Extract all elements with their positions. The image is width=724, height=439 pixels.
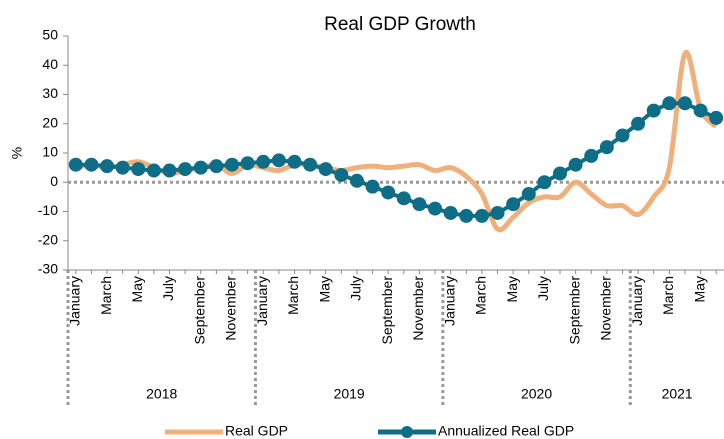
legend-marker bbox=[401, 426, 413, 438]
x-tick-label: July bbox=[348, 276, 364, 301]
point bbox=[68, 157, 83, 172]
legend-label: Annualized Real GDP bbox=[438, 423, 574, 439]
x-tick-label: January bbox=[67, 276, 83, 326]
point bbox=[631, 116, 646, 131]
point bbox=[490, 205, 505, 220]
point bbox=[412, 197, 427, 212]
x-tick-label: May bbox=[691, 276, 707, 302]
x-tick-label: May bbox=[129, 276, 145, 302]
y-tick-label: 40 bbox=[42, 56, 58, 72]
point bbox=[303, 157, 318, 172]
y-tick-label: -10 bbox=[38, 202, 58, 218]
point bbox=[334, 167, 349, 182]
legend-label: Real GDP bbox=[225, 423, 288, 439]
point bbox=[474, 208, 489, 223]
year-label: 2021 bbox=[662, 386, 693, 402]
year-label: 2018 bbox=[146, 386, 177, 402]
point bbox=[506, 197, 521, 212]
x-tick-label: November bbox=[410, 276, 426, 341]
x-tick-label: July bbox=[535, 276, 551, 301]
point bbox=[381, 185, 396, 200]
point bbox=[131, 162, 146, 177]
y-tick-label: -30 bbox=[38, 261, 58, 277]
year-label: 2020 bbox=[521, 386, 552, 402]
point bbox=[349, 173, 364, 188]
point bbox=[646, 103, 661, 118]
y-tick-label: 30 bbox=[42, 85, 58, 101]
point bbox=[100, 159, 115, 174]
point bbox=[662, 96, 677, 111]
point bbox=[162, 163, 177, 178]
point bbox=[287, 154, 302, 169]
series-line bbox=[75, 101, 718, 218]
point bbox=[396, 191, 411, 206]
point bbox=[677, 96, 692, 111]
x-tick-label: September bbox=[379, 276, 395, 345]
point bbox=[568, 157, 583, 172]
x-tick-label: January bbox=[629, 276, 645, 326]
point bbox=[209, 159, 224, 174]
x-tick-label: March bbox=[98, 276, 114, 315]
y-axis-label: % bbox=[9, 147, 25, 159]
x-tick-label: March bbox=[660, 276, 676, 315]
x-tick-label: March bbox=[473, 276, 489, 315]
y-tick-label: 20 bbox=[42, 114, 58, 130]
x-tick-label: November bbox=[223, 276, 239, 341]
point bbox=[599, 140, 614, 155]
point bbox=[256, 154, 271, 169]
x-tick-label: January bbox=[441, 276, 457, 326]
x-tick-label: September bbox=[566, 276, 582, 345]
x-tick-label: September bbox=[191, 276, 207, 345]
point bbox=[521, 186, 536, 201]
x-tick-label: March bbox=[285, 276, 301, 315]
point bbox=[271, 153, 286, 168]
y-tick-label: 50 bbox=[42, 27, 58, 43]
point bbox=[84, 157, 99, 172]
point bbox=[240, 156, 255, 171]
point bbox=[615, 128, 630, 143]
x-tick-label: January bbox=[254, 276, 270, 326]
point bbox=[459, 208, 474, 223]
chart-title: Real GDP Growth bbox=[324, 14, 476, 35]
x-tick-label: May bbox=[504, 276, 520, 302]
point bbox=[318, 162, 333, 177]
point bbox=[584, 148, 599, 163]
year-label: 2019 bbox=[334, 386, 365, 402]
point bbox=[146, 163, 161, 178]
x-tick-label: May bbox=[316, 276, 332, 302]
x-tick-label: July bbox=[160, 276, 176, 301]
x-tick-label: November bbox=[598, 276, 614, 341]
point bbox=[443, 205, 458, 220]
point bbox=[178, 162, 193, 177]
point bbox=[193, 160, 208, 175]
point bbox=[428, 201, 443, 216]
point bbox=[537, 175, 552, 190]
y-tick-label: -20 bbox=[38, 231, 58, 247]
point bbox=[115, 160, 130, 175]
point bbox=[225, 157, 239, 172]
point bbox=[365, 179, 380, 194]
point bbox=[553, 166, 567, 181]
point bbox=[693, 103, 708, 118]
point bbox=[709, 110, 724, 125]
y-tick-label: 10 bbox=[42, 144, 58, 160]
y-tick-label: 0 bbox=[50, 173, 58, 189]
